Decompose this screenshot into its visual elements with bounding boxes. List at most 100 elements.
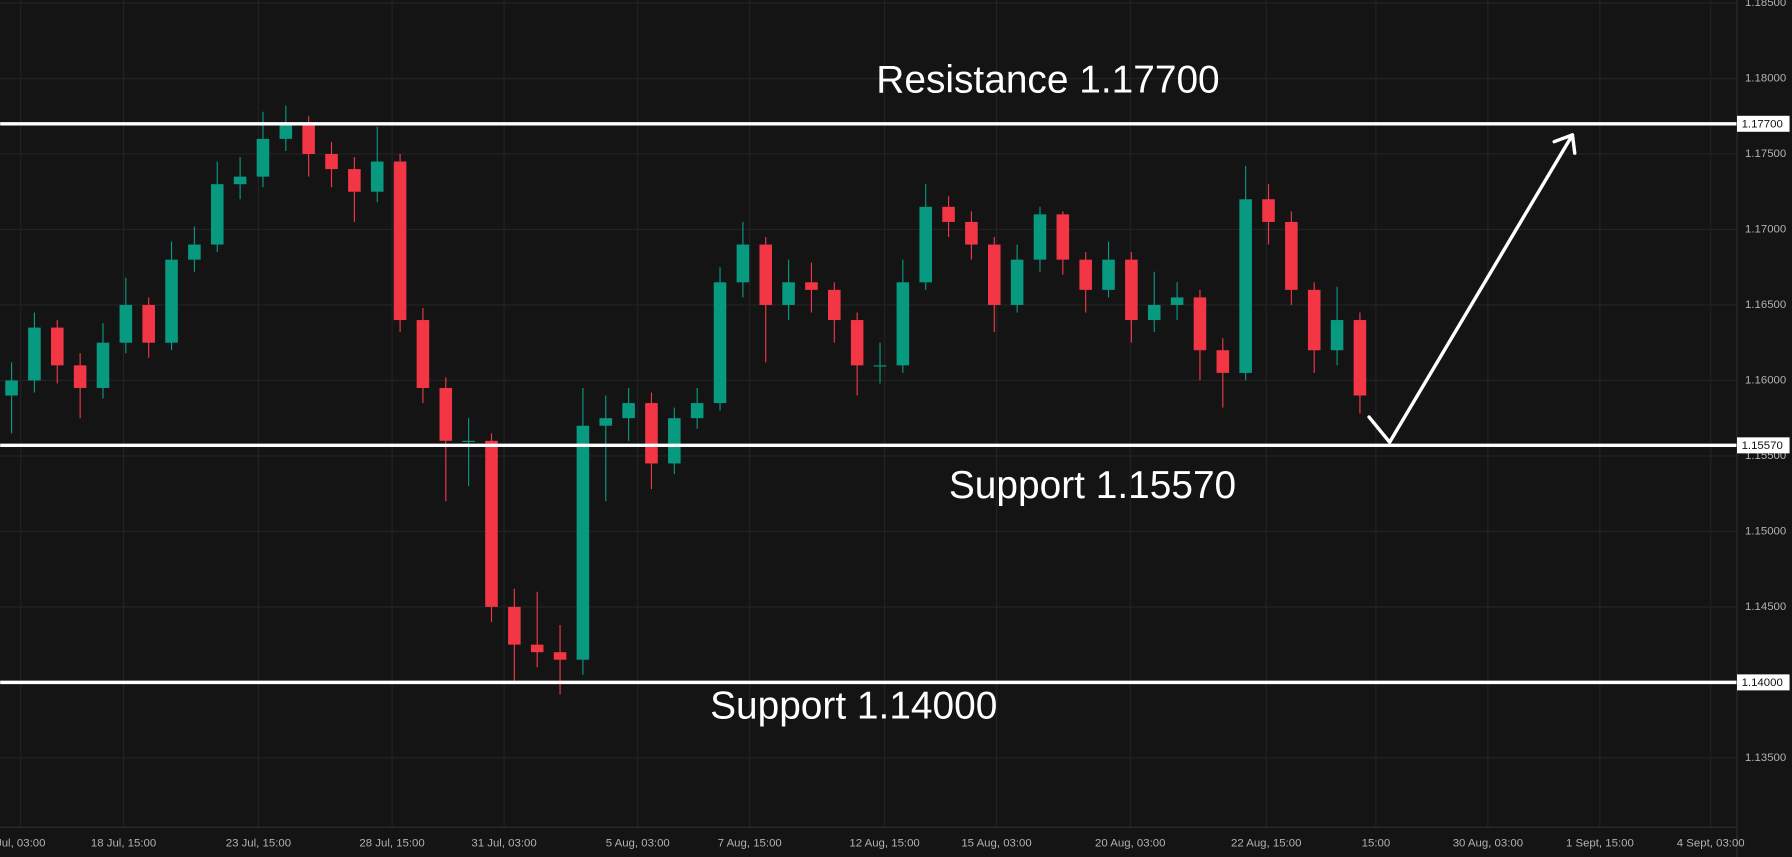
candle-body bbox=[1010, 259, 1024, 305]
x-tick-label: 30 Aug, 03:00 bbox=[1453, 837, 1523, 849]
candle-body bbox=[1353, 320, 1367, 396]
x-tick-label: 23 Jul, 15:00 bbox=[226, 837, 291, 849]
candle-body bbox=[736, 244, 750, 283]
support-annotation: Support 1.15570 bbox=[949, 464, 1236, 507]
candle-body bbox=[50, 327, 64, 366]
grid bbox=[0, 0, 1738, 828]
candle-body bbox=[1079, 259, 1092, 290]
candle-body bbox=[645, 403, 658, 464]
projection-arrow bbox=[1367, 133, 1577, 444]
x-tick-label: 18 Jul, 15:00 bbox=[91, 837, 156, 849]
y-tick-label: 1.16500 bbox=[1745, 299, 1786, 311]
x-tick-label: 7 Aug, 15:00 bbox=[718, 837, 782, 849]
candle-body bbox=[759, 244, 773, 305]
candle-body bbox=[713, 282, 727, 404]
candle-body bbox=[1239, 199, 1252, 373]
candle-body bbox=[850, 320, 864, 366]
x-tick-label: 4 Sept, 03:00 bbox=[1677, 837, 1745, 849]
candle-body bbox=[119, 304, 133, 343]
candle-body bbox=[393, 161, 407, 321]
x-tick-label: 31 Jul, 03:00 bbox=[471, 837, 536, 849]
level-label: 1.17700 bbox=[1742, 118, 1783, 130]
x-tick-label: 15 Aug, 03:00 bbox=[961, 837, 1031, 849]
candle-body bbox=[1056, 214, 1070, 260]
candle-body bbox=[576, 425, 590, 660]
level-label-box bbox=[1737, 115, 1790, 132]
y-tick-label: 1.18000 bbox=[1745, 73, 1786, 85]
candle-body bbox=[1193, 297, 1207, 351]
candle-body bbox=[1102, 259, 1115, 290]
y-tick-label: 1.13500 bbox=[1745, 752, 1786, 764]
candle-body bbox=[370, 161, 384, 192]
candle-body bbox=[302, 123, 315, 154]
candle-body bbox=[210, 184, 224, 245]
candle-body bbox=[416, 320, 430, 388]
x-tick-label: 12 Aug, 15:00 bbox=[849, 837, 919, 849]
candle-body bbox=[622, 403, 635, 419]
y-tick-label: 1.16000 bbox=[1745, 374, 1786, 386]
y-tick-label: 1.15000 bbox=[1745, 525, 1786, 537]
candle-body bbox=[279, 123, 293, 139]
candle-body bbox=[439, 387, 453, 441]
candle-body bbox=[165, 259, 178, 343]
candle-body bbox=[1307, 289, 1321, 351]
y-tick-label: 1.14500 bbox=[1745, 601, 1786, 613]
candle-body bbox=[896, 282, 910, 366]
candle-body bbox=[73, 365, 87, 388]
candle-body bbox=[1033, 214, 1047, 260]
candle-body bbox=[553, 652, 567, 660]
level-label-box bbox=[1737, 437, 1790, 454]
x-tick-label: 20 Aug, 03:00 bbox=[1095, 837, 1165, 849]
x-tick-label: 15:00 bbox=[1362, 837, 1391, 849]
candle-body bbox=[1125, 259, 1138, 321]
candle-body bbox=[599, 418, 613, 426]
x-tick-label: Jul, 03:00 bbox=[0, 837, 45, 849]
candle-body bbox=[462, 440, 475, 442]
candle-body bbox=[5, 380, 18, 396]
level-label: 1.15570 bbox=[1742, 440, 1783, 452]
levels bbox=[0, 122, 1738, 685]
candle-body bbox=[873, 365, 887, 367]
candle-body bbox=[233, 176, 247, 185]
candle-body bbox=[942, 206, 955, 222]
candle-body bbox=[965, 221, 978, 245]
candle-body bbox=[142, 304, 155, 343]
candle-body bbox=[508, 606, 521, 645]
candle-body bbox=[485, 440, 498, 607]
candle-body bbox=[325, 153, 338, 170]
y-tick-label: 1.17500 bbox=[1745, 148, 1786, 160]
candle-body bbox=[1330, 320, 1344, 351]
level-label: 1.14000 bbox=[1742, 677, 1783, 689]
x-tick-label: 1 Sept, 15:00 bbox=[1566, 837, 1634, 849]
candle-body bbox=[828, 289, 841, 321]
x-tick-label: 22 Aug, 15:00 bbox=[1231, 837, 1301, 849]
x-tick-label: 5 Aug, 03:00 bbox=[606, 837, 670, 849]
candle-body bbox=[188, 244, 201, 260]
candle-body bbox=[256, 138, 270, 177]
candle-body bbox=[987, 244, 1001, 305]
candle-body bbox=[1147, 304, 1161, 321]
candle-body bbox=[28, 327, 41, 381]
resistance-annotation: Resistance 1.17700 bbox=[876, 59, 1219, 102]
candle-body bbox=[530, 644, 544, 653]
candle-body bbox=[668, 418, 681, 464]
candle-body bbox=[96, 342, 110, 388]
candle-body bbox=[805, 282, 818, 290]
candle-body bbox=[1170, 297, 1184, 305]
y-tick-label: 1.17000 bbox=[1745, 223, 1786, 235]
candle-body bbox=[919, 206, 932, 283]
candle-body bbox=[1216, 350, 1230, 373]
candle-body bbox=[690, 403, 704, 419]
candle-body bbox=[348, 169, 361, 192]
support-annotation: Support 1.14000 bbox=[710, 685, 997, 728]
candle-body bbox=[1262, 199, 1275, 222]
level-label-box bbox=[1737, 674, 1790, 691]
candle-body bbox=[782, 282, 795, 305]
y-tick-label: 1.18500 bbox=[1745, 0, 1786, 9]
candle-body bbox=[1285, 221, 1298, 290]
x-tick-label: 28 Jul, 15:00 bbox=[359, 837, 424, 849]
